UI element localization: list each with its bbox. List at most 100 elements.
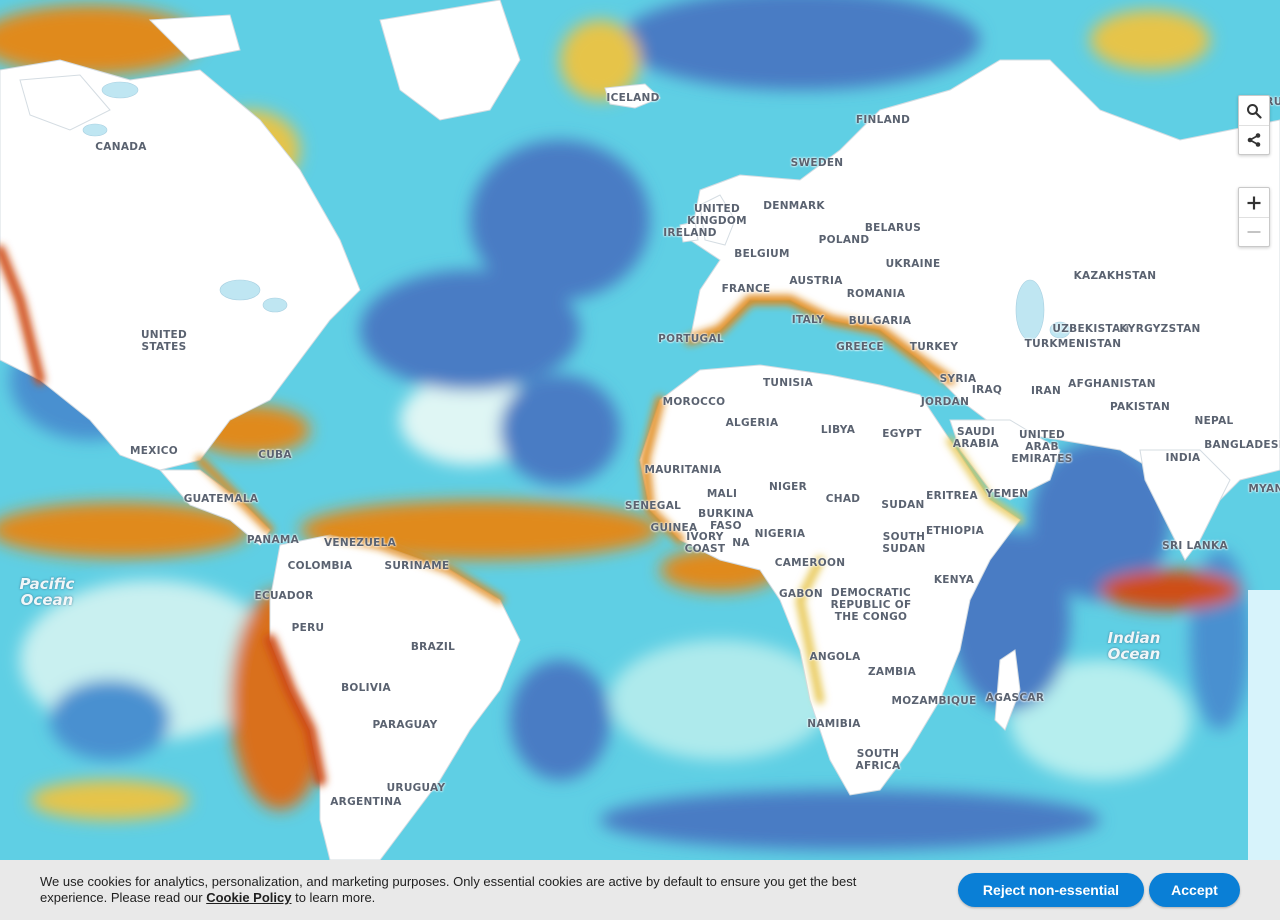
accept-button[interactable]: Accept [1149,873,1240,907]
place-label-chad: CHAD [825,493,861,505]
place-label-ukraine: UKRAINE [885,258,941,270]
zoom-control-group [1238,187,1270,247]
zoom-out-button[interactable] [1239,217,1269,246]
place-label-peru: PERU [291,622,325,634]
place-label-mexico: MEXICO [129,445,179,457]
place-label-kyrgyzstan: KYRGYZSTAN [1119,323,1201,335]
place-label-ethiopia: ETHIOPIA [925,525,985,537]
place-label-venezuela: VENEZUELA [323,537,397,549]
place-label-pakistan: PAKISTAN [1109,401,1171,413]
place-label-argentina: ARGENTINA [330,796,402,808]
land-layer [0,0,1280,860]
place-label-france: FRANCE [721,283,771,295]
place-label-sudan: SUDAN [881,499,925,511]
place-label-ireland: IRELAND [663,227,717,239]
place-label-finland: FINLAND [855,114,911,126]
place-label-canada: CANADA [95,141,147,153]
place-label-libya: LIBYA [820,424,856,436]
place-label-iran: IRAN [1030,385,1062,397]
place-label-south-sudan: SOUTH SUDAN [882,531,926,555]
place-label-uae: UNITED ARAB EMIRATES [1011,429,1073,465]
place-label-mauritania: MAURITANIA [644,464,722,476]
ocean-label-pacific: Pacific Ocean [19,575,75,609]
plus-icon [1247,196,1261,209]
cookie-policy-link[interactable]: Cookie Policy [206,890,292,905]
place-label-afghanistan: AFGHANISTAN [1068,378,1156,390]
place-label-romania: ROMANIA [846,288,906,300]
place-label-denmark: DENMARK [763,200,825,212]
place-label-suriname: SURINAME [384,560,450,572]
minus-icon [1247,231,1261,233]
place-label-zambia: ZAMBIA [867,666,917,678]
place-label-uzbekistan: UZBEKISTAN [1052,323,1130,335]
place-label-ecuador: ECUADOR [254,590,314,602]
place-label-south-africa: SOUTH AFRICA [855,748,901,772]
place-label-mali: MALI [706,488,738,500]
ocean-data-layer [0,0,1280,860]
place-label-bangladesh: BANGLADESH [1204,439,1280,451]
place-label-jordan: JORDAN [920,396,970,408]
place-label-portugal: PORTUGAL [658,333,724,345]
place-label-italy: ITALY [791,314,825,326]
place-label-turkey: TURKEY [909,341,959,353]
place-label-sweden: SWEDEN [790,157,844,169]
place-label-ghana: NA [732,537,750,549]
place-label-mozambique: MOZAMBIQUE [891,695,977,707]
place-label-united-kingdom: UNITED KINGDOM [687,203,747,227]
place-label-syria: SYRIA [939,373,977,385]
zoom-in-button[interactable] [1239,188,1269,217]
cookie-message: We use cookies for analytics, personaliz… [40,874,880,906]
place-label-cameroon: CAMEROON [774,557,846,569]
place-label-united-states: UNITED STATES [140,329,188,353]
share-button[interactable] [1239,125,1269,154]
map-tools-group [1238,95,1270,155]
place-label-saudi-arabia: SAUDI ARABIA [952,426,1000,450]
place-label-panama: PANAMA [246,534,300,546]
place-label-bulgaria: BULGARIA [848,315,912,327]
place-label-brazil: BRAZIL [410,641,456,653]
edge-ocean-strip [1248,590,1280,860]
place-label-paraguay: PARAGUAY [372,719,438,731]
place-label-guatemala: GUATEMALA [183,493,259,505]
place-label-gabon: GABON [779,588,823,600]
place-label-austria: AUSTRIA [789,275,843,287]
place-label-nigeria: NIGERIA [754,528,806,540]
place-label-kazakhstan: KAZAKHSTAN [1073,270,1157,282]
search-button[interactable] [1239,96,1269,125]
place-label-algeria: ALGERIA [725,417,779,429]
cookie-text-after: to learn more. [291,890,376,905]
place-label-cuba: CUBA [258,449,292,461]
place-label-nepal: NEPAL [1194,415,1234,427]
place-label-namibia: NAMIBIA [807,718,861,730]
place-label-guinea: GUINEA [650,522,698,534]
place-label-drc: DEMOCRATIC REPUBLIC OF THE CONGO [830,587,912,623]
place-label-uruguay: URUGUAY [386,782,446,794]
cookie-banner: We use cookies for analytics, personaliz… [0,860,1280,920]
map-canvas[interactable]: ICELAND FINLAND CANADA SWEDEN DENMARK UNITED … [0,0,1280,860]
place-label-ivory-coast: IVORY COAST [684,531,726,555]
place-label-burkina-faso: BURKINA FASO [698,508,754,532]
place-label-eritrea: ERITREA [926,490,978,502]
place-label-tunisia: TUNISIA [762,377,814,389]
place-label-yemen: YEMEN [985,488,1029,500]
place-label-niger: NIGER [768,481,808,493]
place-label-kenya: KENYA [933,574,975,586]
place-label-madagascar: AGASCAR [985,692,1045,704]
place-label-greece: GREECE [836,341,884,353]
place-label-sri-lanka: SRI LANKA [1162,540,1228,552]
place-label-egypt: EGYPT [882,428,922,440]
place-label-poland: POLAND [818,234,870,246]
reject-non-essential-button[interactable]: Reject non-essential [958,873,1144,907]
place-label-belarus: BELARUS [864,222,922,234]
cookie-text-before: We use cookies for analytics, personaliz… [40,874,857,905]
place-label-bolivia: BOLIVIA [341,682,391,694]
search-icon [1247,103,1262,119]
place-label-angola: ANGOLA [809,651,861,663]
ocean-label-indian: Indian Ocean [1107,629,1161,663]
place-label-iceland: ICELAND [606,92,660,104]
place-label-myanmar: MYAN [1248,483,1280,495]
share-icon [1247,133,1261,147]
place-label-belgium: BELGIUM [734,248,790,260]
place-label-senegal: SENEGAL [624,500,682,512]
place-label-turkmenistan: TURKMENISTAN [1024,338,1122,350]
